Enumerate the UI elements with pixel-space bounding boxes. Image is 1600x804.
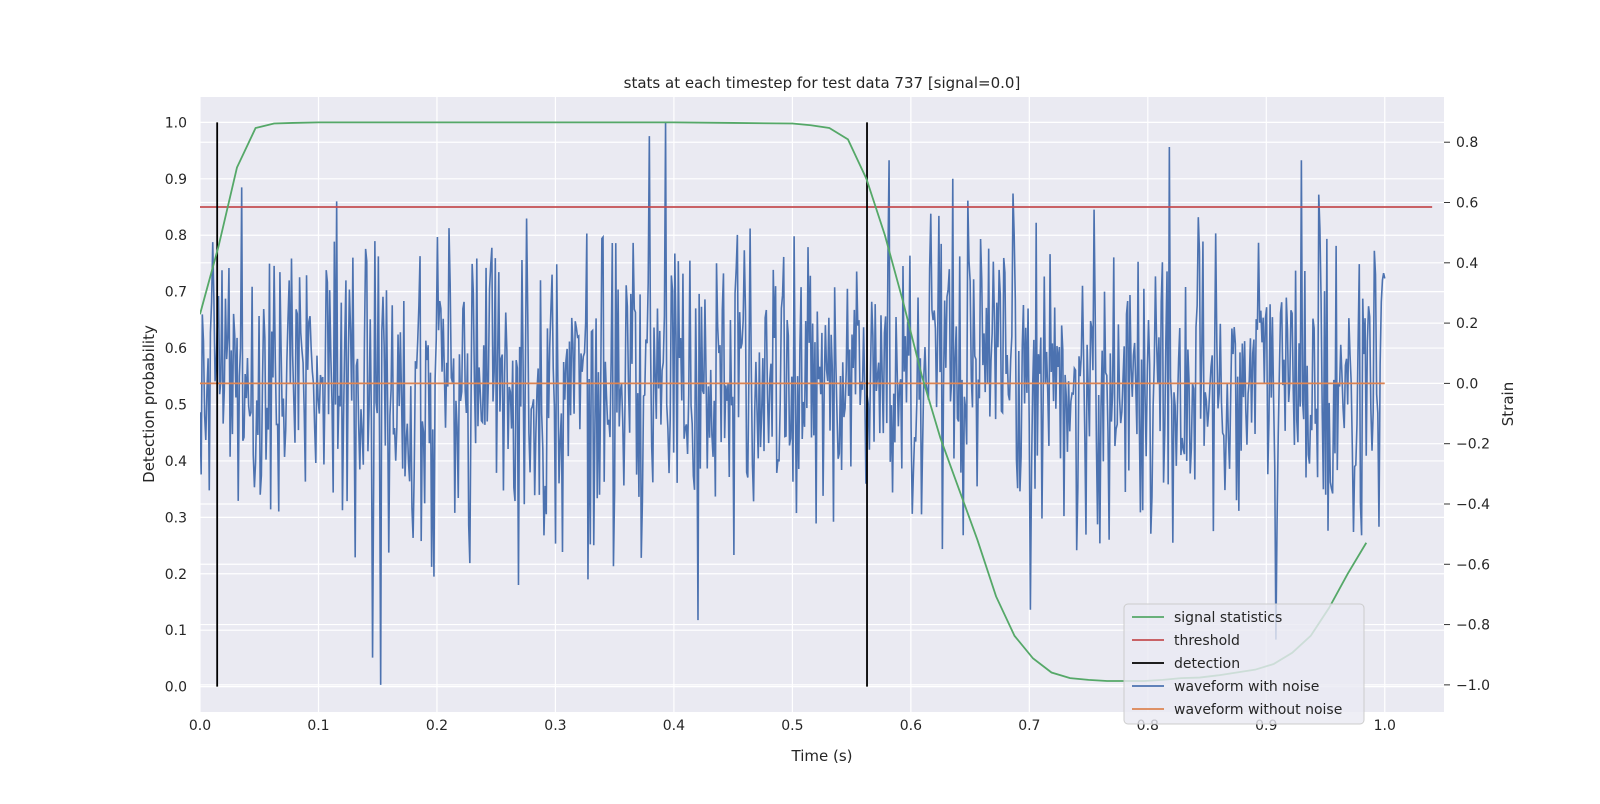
legend-label-signal: signal statistics (1174, 610, 1282, 626)
chart-title: stats at each timestep for test data 737… (624, 74, 1021, 92)
y-tick-label: 0.1 (165, 623, 187, 639)
y-axis-label: Detection probability (140, 325, 158, 483)
y2-tick-label: −0.2 (1456, 437, 1490, 453)
y-tick-label: 0.9 (165, 172, 187, 188)
x-tick-label: 0.4 (663, 718, 685, 734)
x-tick-label: 1.0 (1374, 718, 1396, 734)
y-tick-label: 0.6 (165, 341, 187, 357)
y2-tick-label: −0.4 (1456, 497, 1490, 513)
y-tick-label: 0.3 (165, 510, 187, 526)
y-tick-label: 0.8 (165, 228, 187, 244)
x-tick-label: 0.5 (781, 718, 803, 734)
y-tick-label: 1.0 (165, 115, 187, 131)
y2-axis-label: Strain (1499, 382, 1517, 426)
legend-box (1123, 603, 1365, 725)
x-tick-label: 0.1 (307, 718, 329, 734)
y-axis-ticks: 0.0 0.1 0.2 0.3 0.4 0.5 0.6 0.7 0.8 0.9 1.0 (165, 115, 187, 695)
x-tick-label: 0.7 (1018, 718, 1040, 734)
y2-tick-label: −1.0 (1456, 678, 1490, 694)
legend-label-noisy: waveform with noise (1174, 679, 1319, 695)
x-axis-label: Time (s) (791, 747, 853, 765)
y2-tick-label: −0.6 (1456, 557, 1490, 573)
y2-tick-label: 0.4 (1456, 256, 1478, 272)
y2-tick-label: −0.8 (1456, 618, 1490, 634)
y2-axis-ticks: −1.0 −0.8 −0.6 −0.4 −0.2 0.0 0.2 0.4 0.6 0.8 (1444, 135, 1490, 694)
legend-label-clean: waveform without noise (1174, 702, 1342, 718)
x-tick-label: 0.0 (189, 718, 211, 734)
y-tick-label: 0.4 (165, 454, 187, 470)
y2-tick-label: 0.0 (1456, 376, 1478, 392)
y-tick-label: 0.2 (165, 567, 187, 583)
x-axis-ticks: 0.0 0.1 0.2 0.3 0.4 0.5 0.6 0.7 0.8 0.9 1.0 (189, 718, 1396, 734)
legend: signal statistics threshold detection wa… (1123, 603, 1365, 725)
y2-tick-label: 0.2 (1456, 316, 1478, 332)
y-tick-label: 0.0 (165, 680, 187, 696)
y2-tick-label: 0.6 (1456, 196, 1478, 212)
x-tick-label: 0.6 (900, 718, 922, 734)
waveform-with-noise-line (200, 122, 1386, 685)
x-tick-label: 0.3 (544, 718, 566, 734)
y2-tick-label: 0.8 (1456, 135, 1478, 151)
y-tick-label: 0.5 (165, 398, 187, 414)
legend-label-detection: detection (1174, 656, 1240, 672)
legend-label-threshold: threshold (1174, 633, 1240, 649)
y-tick-label: 0.7 (165, 285, 187, 301)
x-tick-label: 0.2 (426, 718, 448, 734)
